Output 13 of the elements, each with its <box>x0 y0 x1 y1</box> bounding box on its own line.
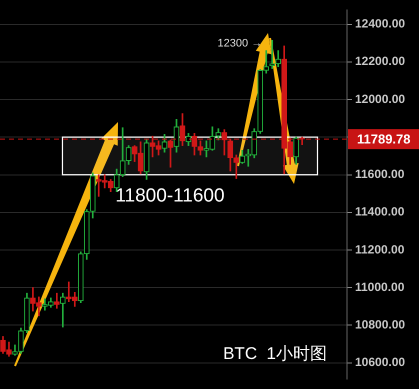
band-label: 11800-11600 <box>115 185 225 206</box>
y-tick-label: 12000.00 <box>355 92 406 106</box>
y-tick-label: 11600.00 <box>355 167 405 182</box>
y-tick-label: 11200.00 <box>355 242 405 256</box>
annotation: BTC 1小时图 <box>223 344 327 363</box>
y-tick-label: 11400.00 <box>355 204 405 219</box>
y-tick-label: 12200.00 <box>355 54 406 68</box>
ref-line-label: 11789.78 <box>357 132 411 147</box>
annotation: 12300 → <box>218 37 262 50</box>
y-tick-label: 12400.00 <box>355 16 406 31</box>
y-tick-label: 10800.00 <box>355 318 406 332</box>
y-tick-label: 10600.00 <box>355 355 406 370</box>
y-tick-label: 11000.00 <box>355 280 405 294</box>
